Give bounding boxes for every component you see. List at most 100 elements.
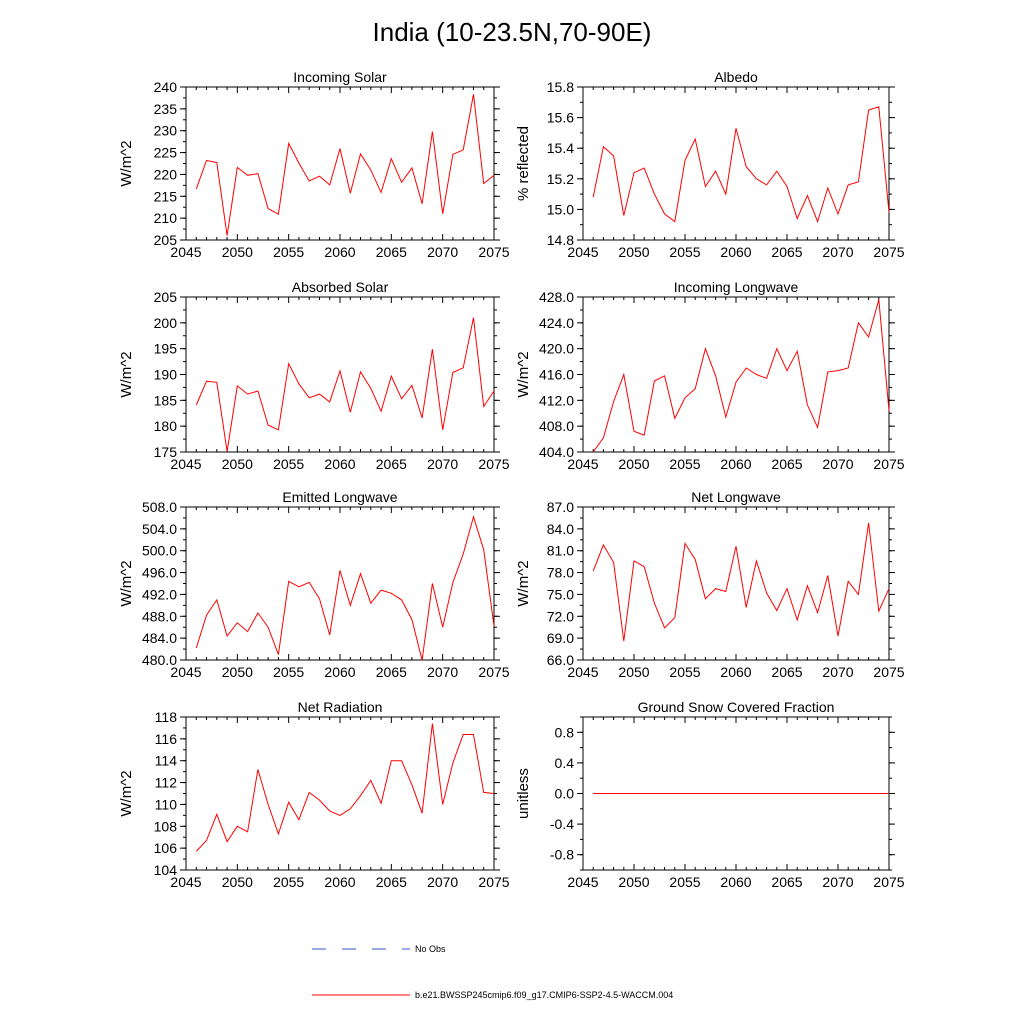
x-tick-label: 2065 [376, 874, 407, 890]
y-tick-label: 428.0 [539, 289, 574, 305]
x-tick-label: 2065 [771, 456, 802, 472]
x-tick-label: 2055 [273, 874, 304, 890]
y-tick-label: 108 [154, 818, 178, 834]
legend: No Obs b.e21.BWSSP245cmip6.f09_g17.CMIP6… [312, 944, 673, 1000]
x-tick-label: 2060 [324, 456, 355, 472]
y-axis-label: W/m^2 [118, 351, 135, 397]
x-tick-label: 2055 [669, 874, 700, 890]
chart-panel-6: Net Longwave 2045 2050 2055 2060 2065 2070 2075… [515, 489, 905, 680]
y-tick-label: 15.2 [547, 171, 574, 187]
panel-title: Net Longwave [691, 489, 781, 505]
x-tick-label: 2075 [478, 456, 509, 472]
y-axis-label: W/m^2 [515, 351, 532, 397]
x-tick-label: 2050 [618, 456, 649, 472]
x-tick-label: 2075 [478, 664, 509, 680]
y-tick-label: 480.0 [142, 652, 177, 668]
y-tick-label: 408.0 [539, 418, 574, 434]
series-line-1 [195, 515, 495, 661]
x-tick-label: 2070 [427, 664, 458, 680]
y-tick-label: 424.0 [539, 315, 574, 331]
chart-panel-5: Emitted Longwave 2045 2050 2055 2060 2065 2070… [118, 489, 510, 680]
x-tick-label: 2070 [427, 244, 458, 260]
y-tick-label: 412.0 [539, 392, 574, 408]
x-tick-label: 2055 [273, 456, 304, 472]
y-tick-label: -0.4 [550, 816, 574, 832]
y-tick-label: 175 [154, 444, 178, 460]
y-tick-label: 69.0 [547, 630, 574, 646]
y-tick-label: 78.0 [547, 565, 574, 581]
x-tick-label: 2060 [720, 456, 751, 472]
x-tick-label: 2055 [273, 244, 304, 260]
y-axis-label: unitless [515, 768, 532, 819]
y-tick-label: 492.0 [142, 586, 177, 602]
x-tick-label: 2055 [669, 664, 700, 680]
x-tick-label: 2045 [170, 456, 201, 472]
panel-title: Ground Snow Covered Fraction [638, 699, 835, 715]
plot-frame [582, 86, 890, 241]
x-tick-label: 2055 [669, 244, 700, 260]
y-tick-label: 14.8 [547, 232, 574, 248]
y-axis-label: % reflected [515, 126, 532, 201]
series-line-1 [195, 317, 495, 452]
y-tick-label: 72.0 [547, 608, 574, 624]
series-line-1 [592, 299, 890, 453]
x-tick-label: 2065 [376, 244, 407, 260]
plot-frame [185, 296, 495, 453]
y-tick-label: 114 [155, 753, 178, 769]
y-tick-label: 185 [154, 392, 178, 408]
y-tick-label: 404.0 [539, 444, 574, 460]
legend-model-label: b.e21.BWSSP245cmip6.f09_g17.CMIP6-SSP2-4… [415, 990, 673, 1000]
panel-title: Net Radiation [298, 699, 383, 715]
y-tick-label: 240 [154, 79, 178, 95]
x-tick-label: 2050 [222, 874, 253, 890]
x-tick-label: 2075 [873, 456, 904, 472]
legend-obs-label: No Obs [415, 944, 446, 954]
series-line-1 [592, 106, 890, 224]
x-tick-label: 2070 [822, 456, 853, 472]
x-tick-label: 2065 [771, 664, 802, 680]
x-tick-label: 2045 [170, 664, 201, 680]
plot-frame [185, 86, 495, 241]
x-tick-label: 2045 [567, 456, 598, 472]
x-tick-label: 2050 [222, 664, 253, 680]
chart-panel-7: Net Radiation 2045 2050 2055 2060 2065 2070 207… [118, 699, 510, 890]
y-tick-label: 75.0 [547, 586, 574, 602]
y-tick-label: 195 [154, 341, 178, 357]
y-tick-label: 484.0 [142, 630, 177, 646]
chart-panel-1: Incoming Solar 2045 2050 2055 2060 2065 2070 20… [118, 69, 510, 260]
y-tick-label: 15.6 [547, 110, 574, 126]
x-tick-label: 2045 [567, 664, 598, 680]
chart-panel-8: Ground Snow Covered Fraction 2045 2050 2055… [515, 699, 905, 890]
x-tick-label: 2060 [324, 874, 355, 890]
y-tick-label: 87.0 [547, 499, 574, 515]
x-tick-label: 2075 [873, 244, 904, 260]
x-tick-label: 2070 [822, 244, 853, 260]
y-tick-label: 112 [155, 775, 178, 791]
x-tick-label: 2050 [222, 456, 253, 472]
y-tick-label: 496.0 [142, 565, 177, 581]
y-tick-label: 15.0 [547, 201, 574, 217]
x-tick-label: 2055 [273, 664, 304, 680]
x-tick-label: 2075 [478, 874, 509, 890]
series-line-1 [592, 522, 890, 642]
y-tick-label: 190 [154, 367, 178, 383]
x-tick-label: 2075 [873, 664, 904, 680]
plot-frame [582, 296, 890, 453]
x-tick-label: 2055 [669, 456, 700, 472]
x-tick-label: 2060 [720, 874, 751, 890]
chart-panel-3: Absorbed Solar 2045 2050 2055 2060 2065 2070 20… [118, 279, 510, 472]
x-tick-label: 2050 [618, 664, 649, 680]
x-tick-label: 2060 [720, 244, 751, 260]
x-tick-label: 2065 [376, 664, 407, 680]
y-tick-label: 488.0 [142, 608, 177, 624]
y-tick-label: 84.0 [547, 521, 574, 537]
x-tick-label: 2060 [720, 664, 751, 680]
y-tick-label: 225 [154, 145, 178, 161]
x-tick-label: 2045 [170, 244, 201, 260]
y-tick-label: 118 [155, 709, 178, 725]
x-tick-label: 2065 [771, 874, 802, 890]
y-axis-label: W/m^2 [118, 140, 135, 186]
y-tick-label: 508.0 [142, 499, 177, 515]
y-tick-label: 15.4 [547, 140, 574, 156]
